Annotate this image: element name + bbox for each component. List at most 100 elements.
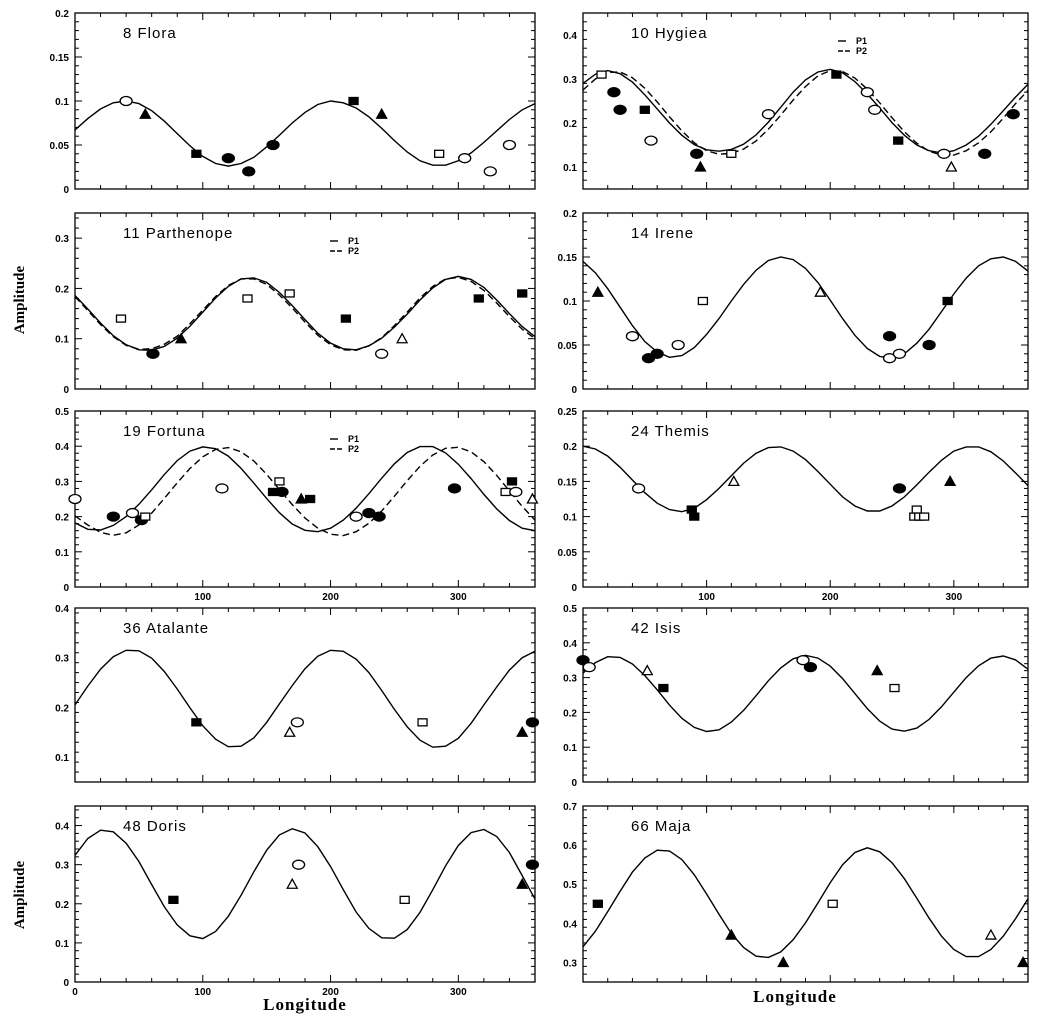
x-axis-label: Longitude — [753, 987, 837, 1006]
x-tick-label: 300 — [450, 987, 467, 998]
data-point-filled-triangle — [139, 107, 152, 119]
series-line-p2 — [74, 276, 536, 352]
y-tick-label: 0 — [63, 978, 69, 989]
data-point-open-square — [274, 477, 285, 486]
panel-title: 48 Doris — [123, 818, 187, 835]
y-tick-label: 0.05 — [50, 141, 70, 152]
y-tick-label: 0.05 — [558, 548, 578, 559]
data-point-open-circle — [937, 148, 951, 159]
data-point-open-square — [827, 899, 838, 908]
data-point-open-triangle — [945, 160, 958, 172]
x-tick-label: 200 — [822, 592, 839, 603]
y-tick-label: 0.15 — [50, 53, 70, 64]
x-tick-label: 100 — [698, 592, 715, 603]
data-point-open-circle — [860, 87, 874, 98]
panel-8: 0 0.1 0.2 0.3 0.4 0.5 42 Isis — [563, 604, 1029, 789]
data-point-filled-circle — [372, 511, 386, 522]
data-point-filled-circle — [146, 348, 160, 359]
data-point-filled-square — [942, 296, 953, 306]
y-tick-label: 0.2 — [55, 513, 69, 524]
y-tick-label: 0.1 — [55, 939, 69, 950]
data-point-filled-circle — [242, 166, 256, 177]
data-point-filled-circle — [882, 331, 897, 342]
y-axis-label: Amplitude — [12, 265, 28, 334]
series-line-model — [74, 649, 536, 748]
series-line-model — [74, 827, 536, 940]
data-point-open-circle — [483, 166, 497, 177]
data-point-filled-triangle — [591, 285, 604, 297]
panel-4: 0 0.05 0.1 0.15 0.2 14 Irene — [558, 209, 1029, 396]
data-point-filled-circle — [690, 148, 704, 159]
y-tick-label: 0.4 — [55, 442, 69, 453]
legend-label: P1 — [348, 236, 359, 246]
data-point-filled-square — [191, 149, 202, 158]
data-point-open-circle — [215, 483, 229, 494]
data-point-filled-triangle — [871, 664, 884, 676]
data-point-open-square — [500, 487, 511, 497]
y-tick-label: 0.2 — [563, 209, 577, 220]
y-tick-label: 0 — [571, 583, 577, 594]
y-tick-label: 0.15 — [558, 477, 578, 488]
data-point-filled-square — [340, 314, 352, 323]
y-tick-label: 0.2 — [563, 442, 577, 453]
data-point-open-circle — [291, 859, 306, 870]
data-point-open-circle — [761, 109, 776, 120]
data-point-open-circle — [68, 493, 82, 505]
legend-label: P1 — [348, 434, 359, 444]
data-point-filled-circle — [525, 717, 540, 728]
data-point-filled-circle — [650, 348, 664, 359]
data-point-filled-circle — [275, 486, 289, 498]
data-point-open-triangle — [396, 332, 409, 344]
panel-title: 14 Irene — [631, 225, 694, 242]
x-axis-label: Longitude — [263, 995, 347, 1014]
data-point-filled-square — [473, 294, 484, 303]
data-point-open-triangle — [984, 928, 998, 940]
data-point-filled-triangle — [516, 877, 529, 889]
data-point-open-triangle — [641, 664, 654, 676]
data-point-open-square — [596, 70, 607, 79]
data-point-filled-circle — [922, 339, 936, 351]
y-tick-label: 0.1 — [55, 548, 69, 559]
data-point-filled-square — [348, 96, 359, 106]
data-point-open-circle — [625, 331, 640, 342]
series-line-p1 — [74, 275, 536, 352]
series-line-model — [582, 256, 1029, 359]
panel-7: 0.1 0.2 0.3 0.4 36 Atalante — [55, 604, 540, 783]
data-point-open-square — [284, 289, 295, 298]
y-tick-label: 0.2 — [55, 284, 69, 295]
y-tick-label: 0 — [571, 385, 577, 396]
data-point-open-circle — [290, 717, 304, 728]
panel-6: 0 0.05 0.1 0.15 0.2 0.25 100 200 300 24 Themis — [558, 407, 1029, 603]
y-tick-label: 0.7 — [563, 802, 577, 813]
data-point-filled-circle — [221, 153, 235, 164]
data-point-open-circle — [125, 507, 140, 519]
y-tick-label: 0.1 — [55, 335, 69, 346]
data-point-filled-triangle — [295, 492, 308, 504]
x-tick-label: 300 — [450, 592, 467, 603]
data-point-filled-square — [658, 683, 669, 693]
data-point-filled-circle — [266, 139, 280, 151]
data-point-filled-circle — [1006, 109, 1020, 120]
data-point-filled-square — [592, 899, 603, 908]
data-point-open-triangle — [727, 475, 740, 487]
series-line-p1 — [74, 445, 536, 533]
data-point-filled-square — [506, 477, 518, 486]
x-tick-label: 100 — [194, 592, 211, 603]
data-point-open-square — [697, 296, 709, 306]
panel-title: 19 Fortuna — [123, 423, 206, 440]
series-line-model — [582, 445, 1029, 513]
legend-label: P1 — [856, 36, 867, 46]
y-tick-label: 0.5 — [563, 880, 577, 891]
y-tick-label: 0.4 — [55, 822, 69, 833]
y-tick-label: 0.3 — [563, 674, 577, 685]
data-point-filled-square — [689, 512, 700, 521]
y-tick-label: 0.3 — [55, 477, 69, 488]
y-tick-label: 0.15 — [558, 253, 578, 264]
y-tick-label: 0.2 — [563, 708, 577, 719]
y-tick-label: 0.1 — [55, 97, 69, 108]
x-tick-label: 300 — [945, 592, 962, 603]
